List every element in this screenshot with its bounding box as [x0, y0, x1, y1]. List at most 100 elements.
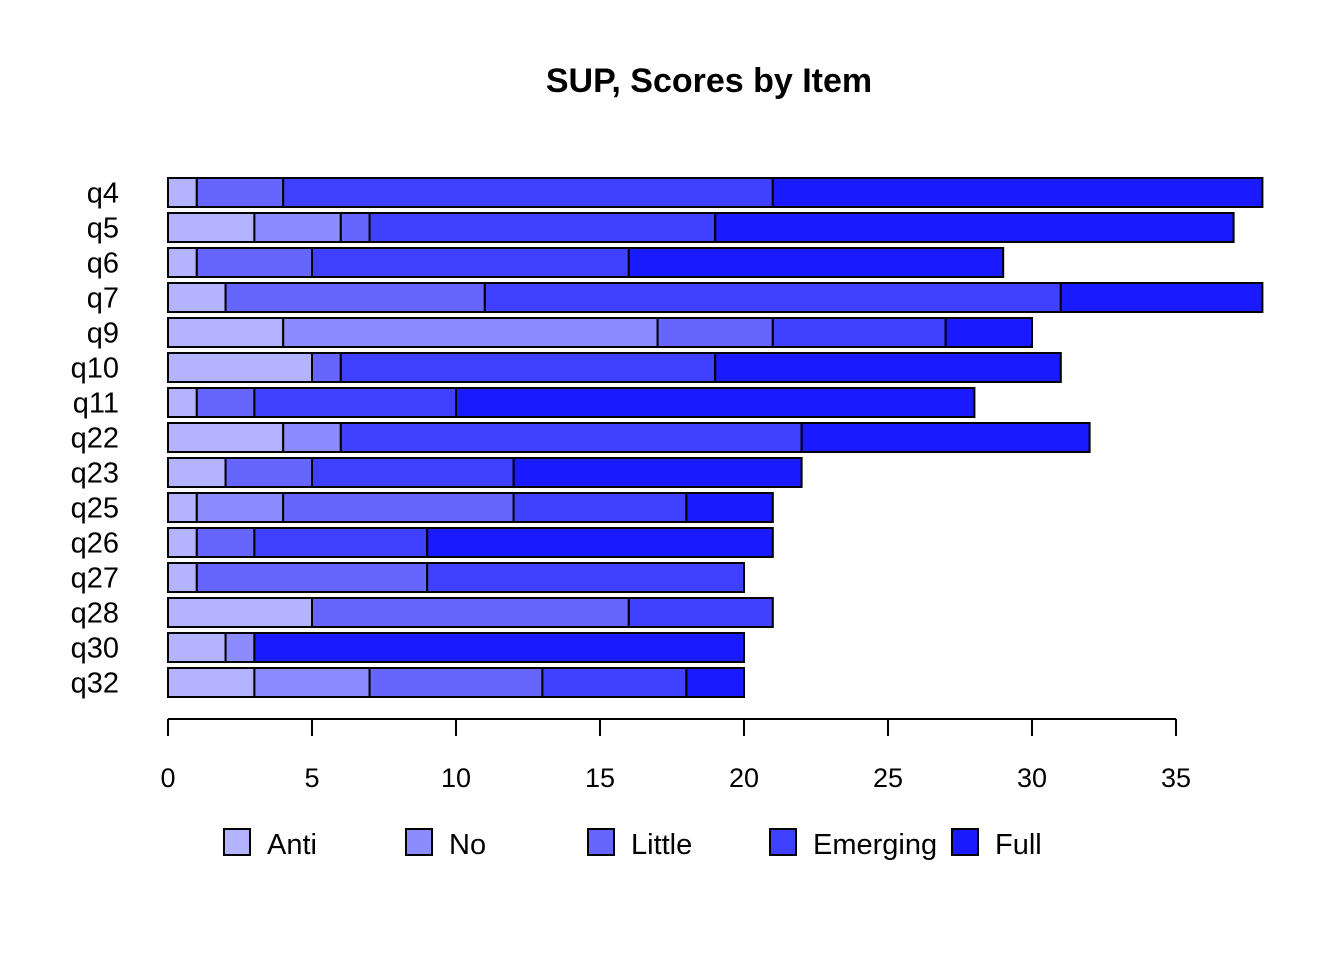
category-label-q5: q5: [87, 213, 119, 245]
bar-segment-q7-emerging: [483, 282, 1062, 313]
category-label-q25: q25: [71, 493, 119, 525]
bar-segment-q4-anti: [167, 177, 198, 208]
bar-segment-q4-emerging: [282, 177, 774, 208]
legend-swatch-anti: [223, 828, 251, 856]
bar-segment-q5-little: [339, 212, 371, 243]
bar-segment-q25-anti: [167, 492, 198, 523]
bar-segment-q23-emerging: [311, 457, 515, 488]
x-tick-label: 10: [441, 763, 471, 793]
bar-segment-q27-little: [195, 562, 429, 593]
bar-segment-q32-no: [253, 667, 371, 698]
bar-segment-q28-emerging: [627, 597, 774, 628]
bar-segment-q26-full: [426, 527, 774, 558]
bar-segment-q6-emerging: [311, 247, 630, 278]
legend-label-full: Full: [995, 829, 1042, 861]
category-label-q4: q4: [87, 178, 119, 210]
bar-segment-q11-emerging: [253, 387, 457, 418]
bar-segment-q7-little: [224, 282, 486, 313]
bar-segment-q11-full: [455, 387, 976, 418]
bar-segment-q28-anti: [167, 597, 313, 628]
category-label-q30: q30: [71, 633, 119, 665]
category-label-q7: q7: [87, 283, 119, 315]
x-tick-label: 0: [160, 763, 175, 793]
bar-segment-q22-emerging: [339, 422, 803, 453]
legend-label-no: No: [449, 829, 486, 861]
bar-segment-q10-little: [311, 352, 342, 383]
bar-segment-q32-full: [685, 667, 746, 698]
bar-segment-q10-anti: [167, 352, 313, 383]
x-tick-label: 15: [585, 763, 615, 793]
bar-segment-q30-anti: [167, 632, 227, 663]
bar-segment-q4-little: [195, 177, 285, 208]
bar-segment-q27-anti: [167, 562, 198, 593]
bar-segment-q28-little: [311, 597, 630, 628]
bar-segment-q32-anti: [167, 667, 256, 698]
bar-segment-q5-no: [253, 212, 342, 243]
bar-segment-q9-full: [944, 317, 1033, 348]
bar-segment-q6-little: [195, 247, 313, 278]
bar-segment-q32-little: [368, 667, 544, 698]
bar-segment-q30-no: [224, 632, 256, 663]
bar-segment-q5-full: [714, 212, 1235, 243]
bar-segment-q10-emerging: [339, 352, 717, 383]
bar-segment-q9-emerging: [771, 317, 947, 348]
category-label-q26: q26: [71, 528, 119, 560]
x-tick-label: 35: [1161, 763, 1191, 793]
bar-segment-q9-little: [656, 317, 774, 348]
category-label-q6: q6: [87, 248, 119, 280]
chart-title: SUP, Scores by Item: [546, 62, 872, 100]
bar-segment-q6-full: [627, 247, 1005, 278]
legend-swatch-full: [951, 828, 979, 856]
bar-segment-q26-little: [195, 527, 256, 558]
bar-segment-q23-anti: [167, 457, 227, 488]
legend-label-anti: Anti: [267, 829, 317, 861]
bar-segment-q5-emerging: [368, 212, 717, 243]
bar-segment-q6-anti: [167, 247, 198, 278]
bar-segment-q25-no: [195, 492, 285, 523]
bars-group: [167, 177, 1264, 698]
x-tick-label: 25: [873, 763, 903, 793]
bar-segment-q22-anti: [167, 422, 285, 453]
category-label-q9: q9: [87, 318, 119, 350]
bar-segment-q22-full: [800, 422, 1091, 453]
bar-segment-q4-full: [771, 177, 1264, 208]
bar-segment-q26-anti: [167, 527, 198, 558]
bar-segment-q26-emerging: [253, 527, 429, 558]
bar-segment-q23-little: [224, 457, 314, 488]
bar-segment-q10-full: [714, 352, 1062, 383]
bar-segment-q9-anti: [167, 317, 285, 348]
bar-segment-q9-no: [282, 317, 659, 348]
category-label-q23: q23: [71, 458, 119, 490]
bar-segment-q7-full: [1059, 282, 1264, 313]
bar-segment-q32-emerging: [541, 667, 688, 698]
legend-swatch-no: [405, 828, 433, 856]
x-tick-label: 30: [1017, 763, 1047, 793]
category-label-q32: q32: [71, 668, 119, 700]
x-tick-label: 5: [304, 763, 319, 793]
legend-swatch-little: [587, 828, 615, 856]
x-axis: 0 5 10 15 20 25 30 35: [160, 718, 1191, 793]
bar-segment-q7-anti: [167, 282, 227, 313]
bar-segment-q25-full: [685, 492, 774, 523]
bar-segment-q27-emerging: [426, 562, 745, 593]
bar-segment-q5-anti: [167, 212, 256, 243]
legend-swatch-emerging: [769, 828, 797, 856]
bar-segment-q30-full: [253, 632, 745, 663]
legend-label-emerging: Emerging: [813, 829, 937, 861]
bar-segment-q11-little: [195, 387, 256, 418]
bar-segment-q11-anti: [167, 387, 198, 418]
x-tick-label: 20: [729, 763, 759, 793]
bar-segment-q22-no: [282, 422, 342, 453]
bar-segment-q23-full: [512, 457, 803, 488]
category-label-q28: q28: [71, 598, 119, 630]
category-label-q11: q11: [73, 388, 119, 420]
bar-segment-q25-emerging: [512, 492, 688, 523]
bar-segment-q25-little: [282, 492, 515, 523]
category-label-q10: q10: [71, 353, 119, 385]
legend-label-little: Little: [631, 829, 692, 861]
category-label-q22: q22: [71, 423, 119, 455]
legend: Anti No Little Emerging Full: [223, 828, 1042, 861]
category-label-q27: q27: [71, 563, 119, 595]
